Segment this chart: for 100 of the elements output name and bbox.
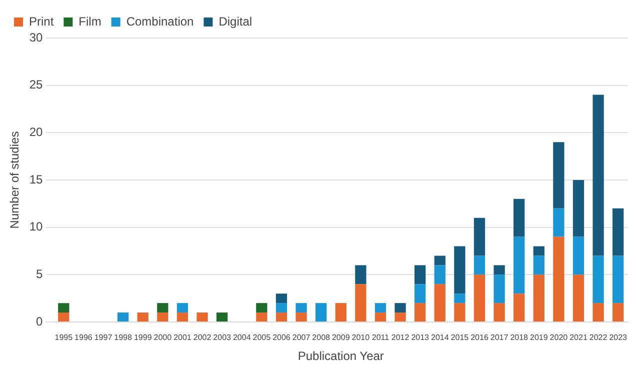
bar [394,303,406,313]
bar [572,236,584,275]
bar [316,303,327,322]
bar [157,303,168,313]
bar [176,312,188,322]
bar [176,303,188,313]
bar [58,312,70,322]
bar [256,312,268,322]
x-tick-label: 2013 [411,333,430,342]
x-tick-label: 2015 [450,333,470,342]
y-axis-title: Number of studies [8,131,22,229]
x-axis-title: Publication Year [298,349,384,364]
x-tick-label: 2023 [609,333,628,342]
x-tick-label: 2011 [372,333,390,342]
bar [494,303,505,322]
bar [296,312,307,322]
bar [592,256,604,304]
x-tick-label: 2021 [570,333,588,342]
bar [276,312,288,322]
bar [434,265,446,284]
bar [58,303,70,313]
bar [572,274,584,322]
x-tick-label: 2003 [213,333,232,342]
legend-label: Digital [218,14,252,28]
y-tick-label: 30 [29,30,44,44]
y-tick-label: 0 [36,314,44,328]
bar [454,246,466,294]
bar [553,208,564,237]
bar [394,312,406,322]
legend-label: Film [78,14,102,28]
x-tick-label: 2009 [332,333,350,342]
bar [414,284,426,304]
bar [296,303,307,313]
x-tick-label: 2006 [272,333,291,342]
x-tick-label: 1995 [54,333,74,342]
x-tick-label: 2014 [430,333,450,342]
bar [454,303,466,322]
x-tick-label: 2017 [490,333,509,342]
x-tick-label: 2019 [530,333,548,342]
x-tick-label: 2016 [470,333,489,342]
x-tick-label: 2012 [391,333,410,342]
bar [612,303,624,322]
x-tick-label: 2004 [232,333,252,342]
bar [572,180,584,237]
bar [157,312,168,322]
bar [117,312,129,322]
legend-label: Combination [126,14,194,28]
x-tick-label: 2007 [292,333,311,342]
bar [474,218,486,256]
bar [474,274,486,322]
x-tick-label: 1998 [114,333,133,342]
bar [514,294,525,322]
y-tick-label: 15 [29,172,44,186]
bar [592,303,604,322]
bar [494,274,505,304]
bar [553,236,564,322]
bar [196,312,208,322]
bar [276,294,288,304]
bar [612,256,624,304]
x-tick-label: 2018 [510,333,529,342]
bar [276,303,288,313]
bar [335,303,346,322]
x-tick-label: 2000 [154,333,172,342]
x-tick-label: 2008 [312,333,331,342]
bar [434,284,446,322]
x-tick-label: 2001 [174,333,192,342]
bar [137,312,148,322]
legend-label: Print [29,14,54,28]
bar [474,256,486,275]
bar [256,303,268,313]
y-tick-label: 10 [29,220,44,234]
bar [533,246,544,256]
bar [216,312,228,322]
bar [612,208,624,256]
bar [454,294,466,304]
bar [592,94,604,256]
x-tick-label: 2010 [352,333,370,342]
y-tick-label: 25 [29,78,44,92]
bar [355,284,366,322]
bar [514,198,525,237]
x-tick-label: 2020 [550,333,568,342]
bar [434,256,446,266]
y-tick-label: 20 [29,124,44,139]
bar [414,303,426,322]
bar [355,265,366,284]
bar [374,303,386,313]
bar [374,312,386,322]
x-tick-label: 2022 [589,333,608,342]
y-tick-label: 5 [36,266,44,281]
bar [553,142,564,208]
bar [514,236,525,294]
x-tick-label: 2005 [252,333,272,342]
bar [533,274,544,322]
bar [494,265,505,275]
x-tick-label: 2002 [193,333,212,342]
x-tick-label: 1999 [134,333,152,342]
x-tick-label: 1996 [74,333,93,342]
x-tick-label: 1997 [94,333,113,342]
bar [414,265,426,284]
bar [533,256,544,275]
